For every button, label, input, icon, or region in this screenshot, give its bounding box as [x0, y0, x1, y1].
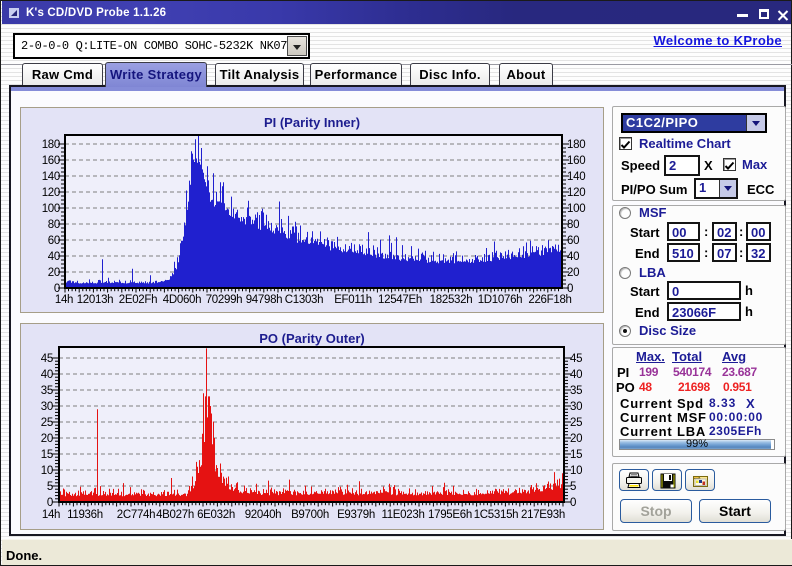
svg-text:35: 35	[570, 385, 582, 397]
svg-text:PI (Parity Inner): PI (Parity Inner)	[264, 115, 360, 130]
svg-text:40: 40	[48, 251, 60, 263]
svg-text:B9700h: B9700h	[291, 509, 329, 521]
svg-text:180: 180	[567, 139, 585, 151]
svg-text:80: 80	[48, 219, 60, 231]
svg-text:92040h: 92040h	[245, 509, 282, 521]
svg-text:6E032h: 6E032h	[197, 509, 235, 521]
svg-text:70299h: 70299h	[206, 294, 243, 306]
svg-text:80: 80	[567, 219, 579, 231]
svg-text:5: 5	[570, 481, 576, 493]
svg-text:35: 35	[41, 385, 53, 397]
svg-text:C1303h: C1303h	[285, 294, 323, 306]
svg-text:120: 120	[42, 187, 60, 199]
svg-text:0: 0	[54, 283, 60, 295]
svg-text:60: 60	[567, 235, 579, 247]
svg-text:94798h: 94798h	[246, 294, 283, 306]
svg-text:30: 30	[41, 401, 53, 413]
svg-text:217E93h: 217E93h	[521, 509, 565, 521]
svg-text:1C5315h: 1C5315h	[474, 509, 519, 521]
svg-text:100: 100	[42, 203, 60, 215]
svg-text:11936h: 11936h	[67, 509, 103, 521]
svg-text:14h: 14h	[42, 509, 60, 521]
svg-text:20: 20	[570, 433, 582, 445]
svg-text:45: 45	[570, 353, 582, 365]
svg-text:30: 30	[570, 401, 582, 413]
svg-text:40: 40	[570, 369, 582, 381]
svg-text:15: 15	[570, 449, 582, 461]
svg-text:12547Eh: 12547Eh	[378, 294, 422, 306]
svg-text:120: 120	[567, 187, 585, 199]
svg-text:100: 100	[567, 203, 585, 215]
svg-text:20: 20	[41, 433, 53, 445]
svg-text:25: 25	[41, 417, 53, 429]
svg-text:11E023h: 11E023h	[381, 509, 424, 521]
svg-text:E9379h: E9379h	[337, 509, 375, 521]
svg-text:10: 10	[41, 465, 53, 477]
svg-text:PO (Parity Outer): PO (Parity Outer)	[259, 331, 364, 346]
svg-text:4D060h: 4D060h	[163, 294, 201, 306]
svg-text:1D1076h: 1D1076h	[478, 294, 523, 306]
svg-text:2C774h: 2C774h	[117, 509, 155, 521]
svg-text:12013h: 12013h	[77, 294, 114, 306]
svg-text:2E02Fh: 2E02Fh	[119, 294, 157, 306]
svg-text:40: 40	[41, 369, 53, 381]
svg-text:160: 160	[567, 155, 585, 167]
svg-text:0: 0	[570, 497, 576, 509]
svg-text:20: 20	[567, 267, 579, 279]
svg-text:0: 0	[567, 283, 573, 295]
svg-text:182532h: 182532h	[430, 294, 473, 306]
svg-text:140: 140	[42, 171, 60, 183]
svg-text:4B027h: 4B027h	[156, 509, 194, 521]
svg-text:226F18h: 226F18h	[528, 294, 571, 306]
svg-text:1795E6h: 1795E6h	[428, 509, 472, 521]
svg-text:EF011h: EF011h	[334, 294, 372, 306]
svg-text:5: 5	[47, 481, 53, 493]
svg-text:25: 25	[570, 417, 582, 429]
svg-text:40: 40	[567, 251, 579, 263]
svg-text:45: 45	[41, 353, 53, 365]
svg-text:20: 20	[48, 267, 60, 279]
svg-text:160: 160	[42, 155, 60, 167]
svg-text:10: 10	[570, 465, 582, 477]
svg-text:14h: 14h	[55, 294, 73, 306]
svg-text:180: 180	[42, 139, 60, 151]
svg-text:15: 15	[41, 449, 53, 461]
svg-text:140: 140	[567, 171, 585, 183]
svg-text:0: 0	[47, 497, 53, 509]
svg-text:60: 60	[48, 235, 60, 247]
